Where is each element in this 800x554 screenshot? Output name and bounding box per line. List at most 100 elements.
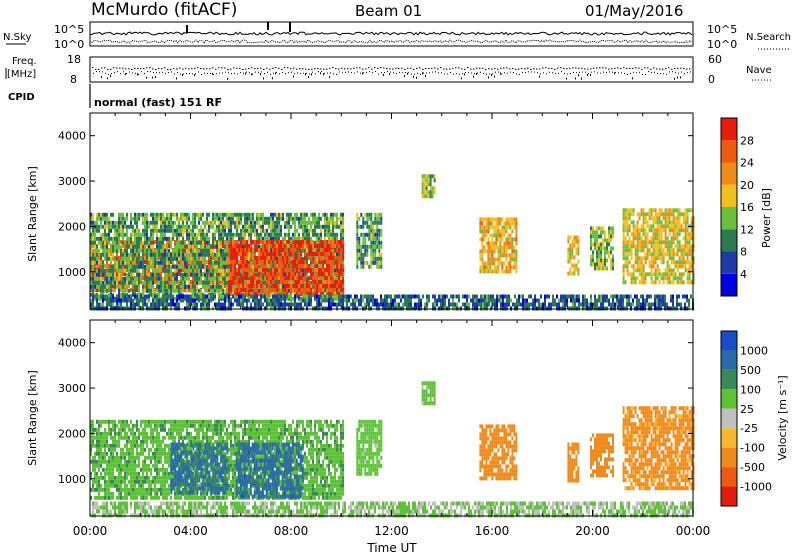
data-cell — [112, 236, 114, 241]
data-cell — [515, 257, 518, 262]
data-cell — [505, 241, 508, 246]
data-cell — [124, 224, 126, 229]
data-cell — [250, 232, 252, 237]
data-cell — [298, 236, 300, 241]
freq-point — [338, 68, 340, 70]
data-cell — [106, 244, 108, 249]
data-cell — [238, 212, 240, 217]
data-cell — [108, 292, 110, 297]
data-cell — [270, 216, 272, 221]
freq-point — [233, 67, 235, 69]
data-cell — [485, 261, 488, 266]
data-cell — [244, 212, 246, 217]
freq-point — [107, 77, 108, 80]
data-cell — [126, 240, 128, 245]
nave-point — [393, 72, 394, 74]
data-cell — [138, 256, 140, 261]
data-cell — [100, 252, 102, 257]
data-cell — [318, 248, 321, 252]
nave-point — [237, 73, 238, 75]
freq-point — [614, 67, 616, 69]
data-cell — [112, 212, 114, 217]
data-cell — [164, 284, 166, 289]
data-cell — [372, 244, 375, 249]
data-cell — [132, 284, 134, 288]
data-cell — [162, 288, 164, 293]
data-cell — [224, 268, 226, 272]
data-cell — [318, 220, 320, 225]
data-cell — [272, 220, 274, 225]
data-cell — [150, 284, 152, 289]
nave-point — [426, 72, 427, 74]
data-cell — [134, 296, 136, 301]
data-cell — [236, 260, 239, 264]
data-cell — [124, 220, 126, 225]
data-cell — [122, 252, 124, 257]
data-cell — [282, 248, 285, 252]
nave-point — [543, 72, 544, 74]
data-cell — [304, 224, 306, 229]
data-cell — [90, 280, 92, 285]
data-cell — [122, 268, 124, 272]
data-cell — [493, 233, 496, 238]
nave-point — [501, 73, 502, 75]
freq-point — [566, 77, 567, 80]
freq-point — [389, 68, 391, 70]
data-cell — [234, 248, 237, 252]
data-cell — [162, 240, 164, 245]
data-cell — [178, 256, 180, 261]
nave-point — [138, 73, 139, 75]
data-cell — [216, 252, 218, 257]
nave-point — [591, 71, 592, 73]
freq-point — [155, 68, 157, 70]
data-cell — [372, 248, 375, 253]
nsky-label: N.Sky — [3, 32, 31, 43]
nave-point — [516, 73, 517, 75]
data-cell — [294, 288, 297, 292]
data-cell — [216, 212, 218, 217]
data-cell — [332, 236, 334, 241]
data-cell — [92, 216, 94, 221]
data-cell — [124, 232, 126, 237]
data-cell — [306, 272, 308, 277]
freq-point — [149, 67, 151, 69]
data-cell — [507, 269, 510, 274]
data-cell — [242, 236, 244, 241]
data-cell — [366, 248, 369, 253]
data-cell — [194, 244, 196, 248]
data-cell — [144, 284, 146, 288]
data-cell — [330, 252, 333, 256]
data-cell — [431, 174, 434, 179]
data-cell — [236, 292, 239, 296]
data-cell — [192, 240, 194, 245]
data-cell — [134, 280, 136, 285]
data-cell — [258, 276, 261, 280]
data-cell — [116, 224, 118, 229]
data-cell — [228, 268, 230, 273]
data-cell — [328, 244, 331, 248]
nave-point — [660, 73, 661, 75]
nave-point — [111, 73, 112, 75]
data-cell — [148, 244, 150, 249]
data-cell — [152, 228, 154, 233]
freq-point — [227, 77, 228, 80]
data-cell — [232, 260, 235, 264]
data-cell — [104, 268, 106, 273]
data-cell — [102, 244, 104, 249]
data-cell — [138, 244, 140, 249]
freq-point — [593, 67, 595, 69]
data-cell — [493, 269, 496, 274]
data-cell — [146, 264, 148, 269]
data-cell — [94, 220, 96, 225]
data-cell — [100, 240, 102, 245]
data-cell — [194, 252, 196, 257]
noise-tick-high-right: 10^5 — [707, 23, 737, 36]
data-cell — [210, 248, 212, 253]
data-cell — [152, 236, 154, 241]
data-cell — [170, 224, 172, 229]
data-cell — [252, 268, 254, 273]
data-cell — [495, 265, 498, 270]
data-cell — [208, 260, 210, 264]
data-cell — [190, 288, 192, 293]
data-cell — [481, 257, 484, 262]
